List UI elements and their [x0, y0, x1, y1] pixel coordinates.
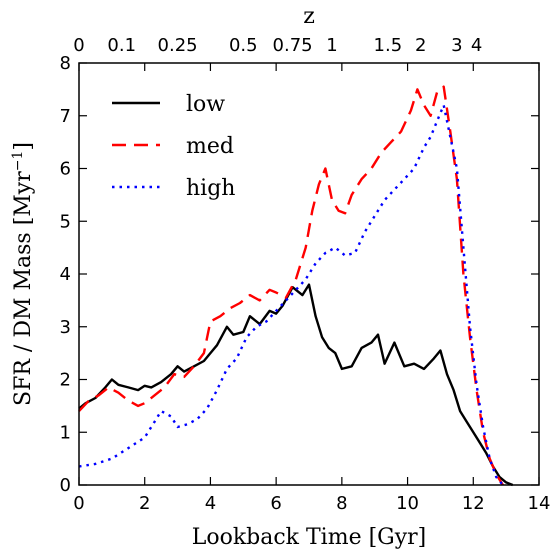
- plot-area: [78, 85, 514, 487]
- y-tick-label-7: 7: [60, 106, 71, 127]
- x-tick-label-0: 0: [73, 493, 84, 514]
- legend: low med high: [112, 92, 235, 201]
- legend-label-med: med: [186, 134, 234, 159]
- series-line-med: [78, 85, 504, 486]
- y-axis-title: SFR / DM Mass [Myr−1]: [10, 142, 36, 406]
- series-line-high: [78, 103, 504, 486]
- series-line-low: [78, 283, 514, 487]
- top-tick-label-8: 3: [451, 35, 462, 56]
- y-tick-label-6: 6: [60, 159, 71, 180]
- x-tick-label-7: 14: [528, 493, 551, 514]
- y-tick-label-3: 3: [60, 317, 71, 338]
- x-tick-label-1: 2: [139, 493, 150, 514]
- x-axis-title: Lookback Time [Gyr]: [192, 525, 427, 550]
- y-tick-label-1: 1: [60, 422, 71, 443]
- top-tick-label-5: 1: [326, 35, 337, 56]
- top-tick-label-2: 0.25: [158, 35, 198, 56]
- y-axis-title-bracket: ]: [11, 142, 36, 151]
- x-tick-label-5: 10: [396, 493, 419, 514]
- y-tick-label-2: 2: [60, 370, 71, 391]
- y-axis-title-exponent: −1: [10, 151, 26, 172]
- x-tick-label-4: 8: [336, 493, 347, 514]
- legend-label-low: low: [186, 92, 225, 117]
- top-tick-label-3: 0.5: [229, 35, 258, 56]
- top-tick-label-1: 0.1: [107, 35, 136, 56]
- y-tick-label-5: 5: [60, 211, 71, 232]
- x-tick-label-2: 4: [205, 493, 216, 514]
- top-tick-label-6: 1.5: [374, 35, 403, 56]
- top-axis-title: z: [303, 4, 315, 29]
- top-tick-label-9: 4: [471, 35, 482, 56]
- y-axis-title-main: SFR / DM Mass [Myr: [11, 171, 36, 406]
- plot-frame: [78, 62, 540, 486]
- legend-label-high: high: [186, 176, 235, 201]
- y-tick-label-8: 8: [60, 53, 71, 74]
- top-tick-label-0: 0: [73, 35, 84, 56]
- y-tick-label-4: 4: [60, 264, 71, 285]
- x-tick-label-6: 12: [462, 493, 485, 514]
- y-tick-label-0: 0: [60, 475, 71, 496]
- x-tick-label-3: 6: [270, 493, 281, 514]
- top-tick-label-4: 0.75: [273, 35, 313, 56]
- top-tick-label-7: 2: [415, 35, 426, 56]
